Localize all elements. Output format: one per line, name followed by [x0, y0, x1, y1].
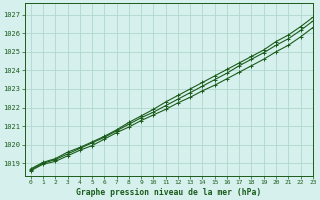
X-axis label: Graphe pression niveau de la mer (hPa): Graphe pression niveau de la mer (hPa): [76, 188, 261, 197]
